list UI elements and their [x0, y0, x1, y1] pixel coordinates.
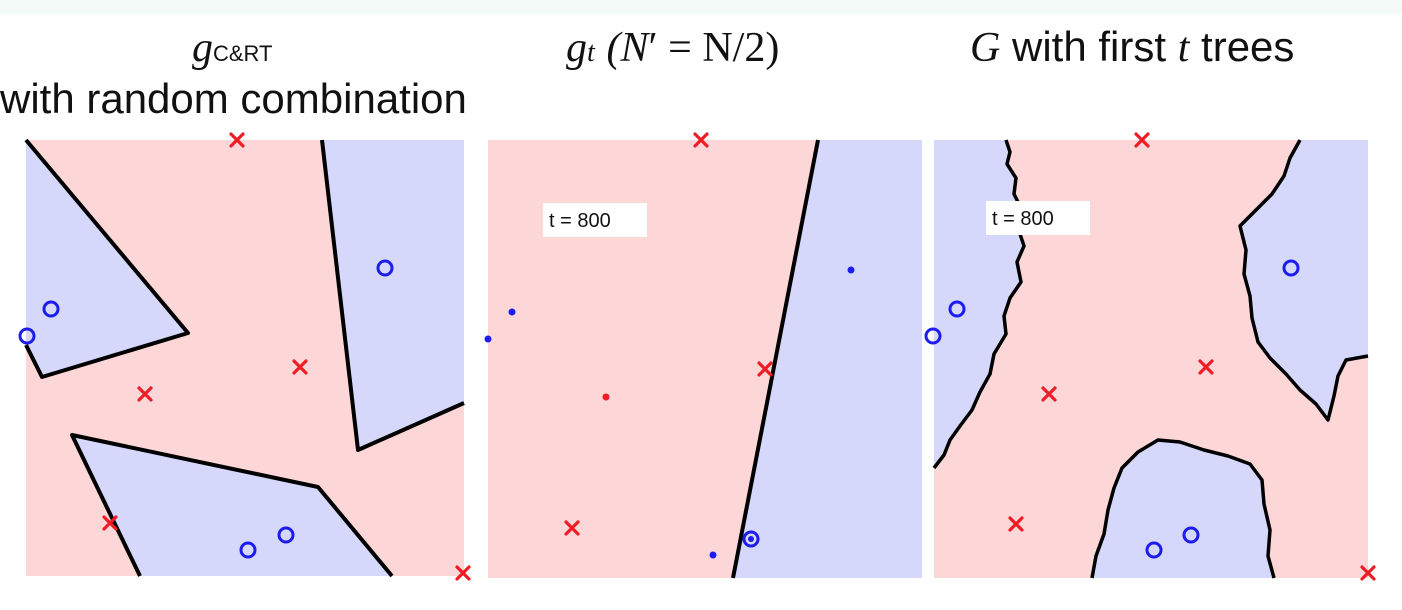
panel2-positive-point-small	[508, 308, 516, 316]
panel3-title-symbol: G	[970, 25, 1001, 71]
panel3-boundary-bottom	[1090, 438, 1276, 579]
top-strip	[0, 0, 1402, 14]
panel1-title-subscript: C&RT	[213, 41, 273, 66]
panel3-title-mid: with first	[1000, 23, 1178, 70]
panel3-title-end: trees	[1189, 23, 1295, 70]
panel3-label: t = 800	[992, 208, 1054, 230]
panel3: t = 800	[924, 132, 1376, 581]
panel2-positive-point-small	[847, 266, 855, 274]
panel2-positive-region	[733, 140, 922, 578]
panel3-boundary-left	[932, 139, 1026, 470]
panel3-title-t: t	[1177, 25, 1190, 71]
panel1-title-line2: with random combination	[0, 75, 467, 122]
panel3-label-box	[986, 201, 1090, 235]
panel2-positive-point-small	[484, 335, 492, 343]
panel2-negative-point-small	[602, 393, 610, 401]
panel1-positive-region-bottom	[72, 435, 392, 576]
panel2-positive-point	[742, 530, 760, 548]
panel1-positive-point	[277, 526, 295, 544]
panel1-positive-point	[18, 327, 36, 345]
panel1-positive-region-left	[26, 140, 188, 377]
panel1-boundary-left	[24, 138, 190, 379]
panel3-title: G with first t trees	[970, 23, 1295, 72]
panel2-label-box	[543, 203, 647, 237]
panel3-positive-point	[1145, 541, 1163, 559]
panel1-boundary-right	[320, 139, 465, 452]
panel1-title-symbol: g	[192, 25, 213, 71]
panel2-title-symbol: g	[566, 25, 587, 71]
panel3-positive-point	[1182, 526, 1200, 544]
panel2-positive-point-small	[709, 551, 717, 559]
panel2-positive-point-small	[748, 536, 754, 542]
panel3-positive-point	[1282, 259, 1300, 277]
panel1-title: gC&RT	[192, 24, 273, 77]
panel3-positive-point	[924, 327, 942, 345]
panel1-positive-point	[376, 259, 394, 277]
panel3-boundary-right	[1238, 139, 1369, 422]
panel1-positive-region-right	[322, 140, 464, 450]
panel2-title-expr: ′ = N/2)	[648, 25, 780, 71]
panel1-positive-point	[42, 300, 60, 318]
panel2-title-open: (N	[606, 25, 649, 71]
panel2: t = 800	[484, 132, 922, 579]
panel3-positive-region-bottom	[1092, 440, 1274, 578]
panel1-boundary-bottom	[70, 433, 394, 578]
panel3-positive-region-right	[1240, 140, 1368, 420]
panel2-title: gt (N′ = N/2)	[566, 24, 779, 76]
panel2-boundary	[731, 139, 820, 579]
panel1-positive-point	[239, 541, 257, 559]
panel2-label: t = 800	[549, 210, 611, 232]
panel1	[18, 132, 471, 581]
panel2-title-subscript: t	[587, 37, 595, 68]
panel3-positive-point	[948, 300, 966, 318]
